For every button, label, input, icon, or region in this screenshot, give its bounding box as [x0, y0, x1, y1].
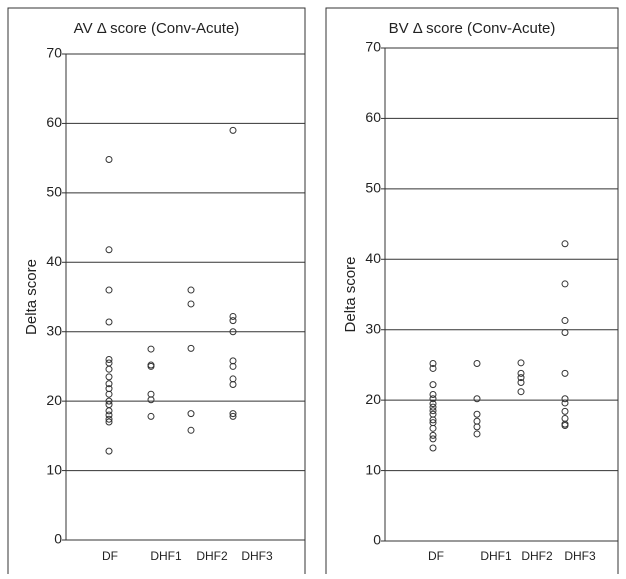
point	[561, 399, 569, 407]
point	[429, 435, 437, 443]
point	[473, 395, 481, 403]
point	[105, 156, 113, 164]
point	[429, 424, 437, 432]
point	[517, 359, 525, 367]
point	[561, 240, 569, 248]
x-tick-label: DHF1	[480, 549, 512, 563]
point	[429, 395, 437, 403]
point	[517, 374, 525, 382]
point	[147, 412, 155, 420]
point	[429, 391, 437, 399]
point	[229, 312, 237, 320]
point	[561, 280, 569, 288]
point	[229, 362, 237, 370]
x-tick-label: DF	[102, 549, 118, 563]
point	[187, 426, 195, 434]
point	[105, 418, 113, 426]
point	[105, 407, 113, 415]
y-axis-label: Delta score	[23, 259, 40, 335]
point	[561, 414, 569, 422]
point	[105, 318, 113, 326]
point	[105, 415, 113, 423]
y-tick-label: 50	[46, 184, 62, 200]
point	[105, 411, 113, 419]
point	[105, 390, 113, 398]
point	[147, 345, 155, 353]
point	[429, 416, 437, 424]
point	[429, 403, 437, 411]
point	[561, 317, 569, 325]
point	[561, 407, 569, 415]
x-tick-label: DF	[428, 549, 444, 563]
y-tick-label: 40	[365, 250, 381, 266]
point	[517, 388, 525, 396]
point	[105, 373, 113, 381]
y-tick-label: 10	[365, 461, 381, 477]
point	[561, 329, 569, 337]
point	[517, 379, 525, 387]
point	[147, 396, 155, 404]
x-tick-label: DHF3	[564, 549, 596, 563]
x-tick-label: DHF2	[521, 549, 553, 563]
point	[429, 410, 437, 418]
point	[429, 364, 437, 372]
y-tick-label: 10	[46, 461, 62, 477]
chart-title: BV Δ score (Conv-Acute)	[389, 20, 556, 37]
point	[429, 444, 437, 452]
y-tick-label: 70	[46, 45, 62, 61]
panel-frame	[7, 7, 306, 574]
y-tick-label: 30	[46, 322, 62, 338]
point	[229, 317, 237, 325]
y-tick-label: 60	[46, 114, 62, 130]
x-tick-label: DHF1	[150, 549, 182, 563]
panel-frame	[325, 7, 619, 574]
point	[187, 286, 195, 294]
point	[473, 410, 481, 418]
point	[229, 328, 237, 336]
x-tick-label: DHF3	[241, 549, 273, 563]
point	[561, 369, 569, 377]
point	[229, 412, 237, 420]
y-tick-label: 20	[46, 392, 62, 408]
point	[105, 286, 113, 294]
point	[561, 395, 569, 403]
point	[473, 423, 481, 431]
point	[429, 407, 437, 415]
y-tick-label: 50	[365, 180, 381, 196]
point	[105, 380, 113, 388]
y-tick-label: 0	[373, 532, 381, 548]
point	[473, 360, 481, 368]
point	[429, 381, 437, 389]
point	[229, 380, 237, 388]
point	[473, 430, 481, 438]
point	[105, 246, 113, 254]
y-tick-label: 70	[365, 39, 381, 55]
point	[429, 400, 437, 408]
point	[229, 410, 237, 418]
point	[229, 126, 237, 134]
point	[105, 355, 113, 363]
y-tick-label: 20	[365, 391, 381, 407]
y-tick-label: 60	[365, 109, 381, 125]
point	[187, 300, 195, 308]
point	[429, 431, 437, 439]
point	[105, 365, 113, 373]
y-tick-label: 40	[46, 253, 62, 269]
point	[105, 397, 113, 405]
y-tick-label: 30	[365, 320, 381, 336]
point	[105, 447, 113, 455]
point	[517, 369, 525, 377]
point	[187, 410, 195, 418]
point	[473, 417, 481, 425]
y-axis-label: Delta score	[342, 257, 359, 333]
point	[561, 421, 569, 429]
x-tick-label: DHF2	[196, 549, 228, 563]
y-tick-label: 0	[54, 531, 62, 547]
point	[187, 344, 195, 352]
chart-title: AV Δ score (Conv-Acute)	[74, 20, 240, 37]
point	[429, 360, 437, 368]
point	[147, 362, 155, 370]
